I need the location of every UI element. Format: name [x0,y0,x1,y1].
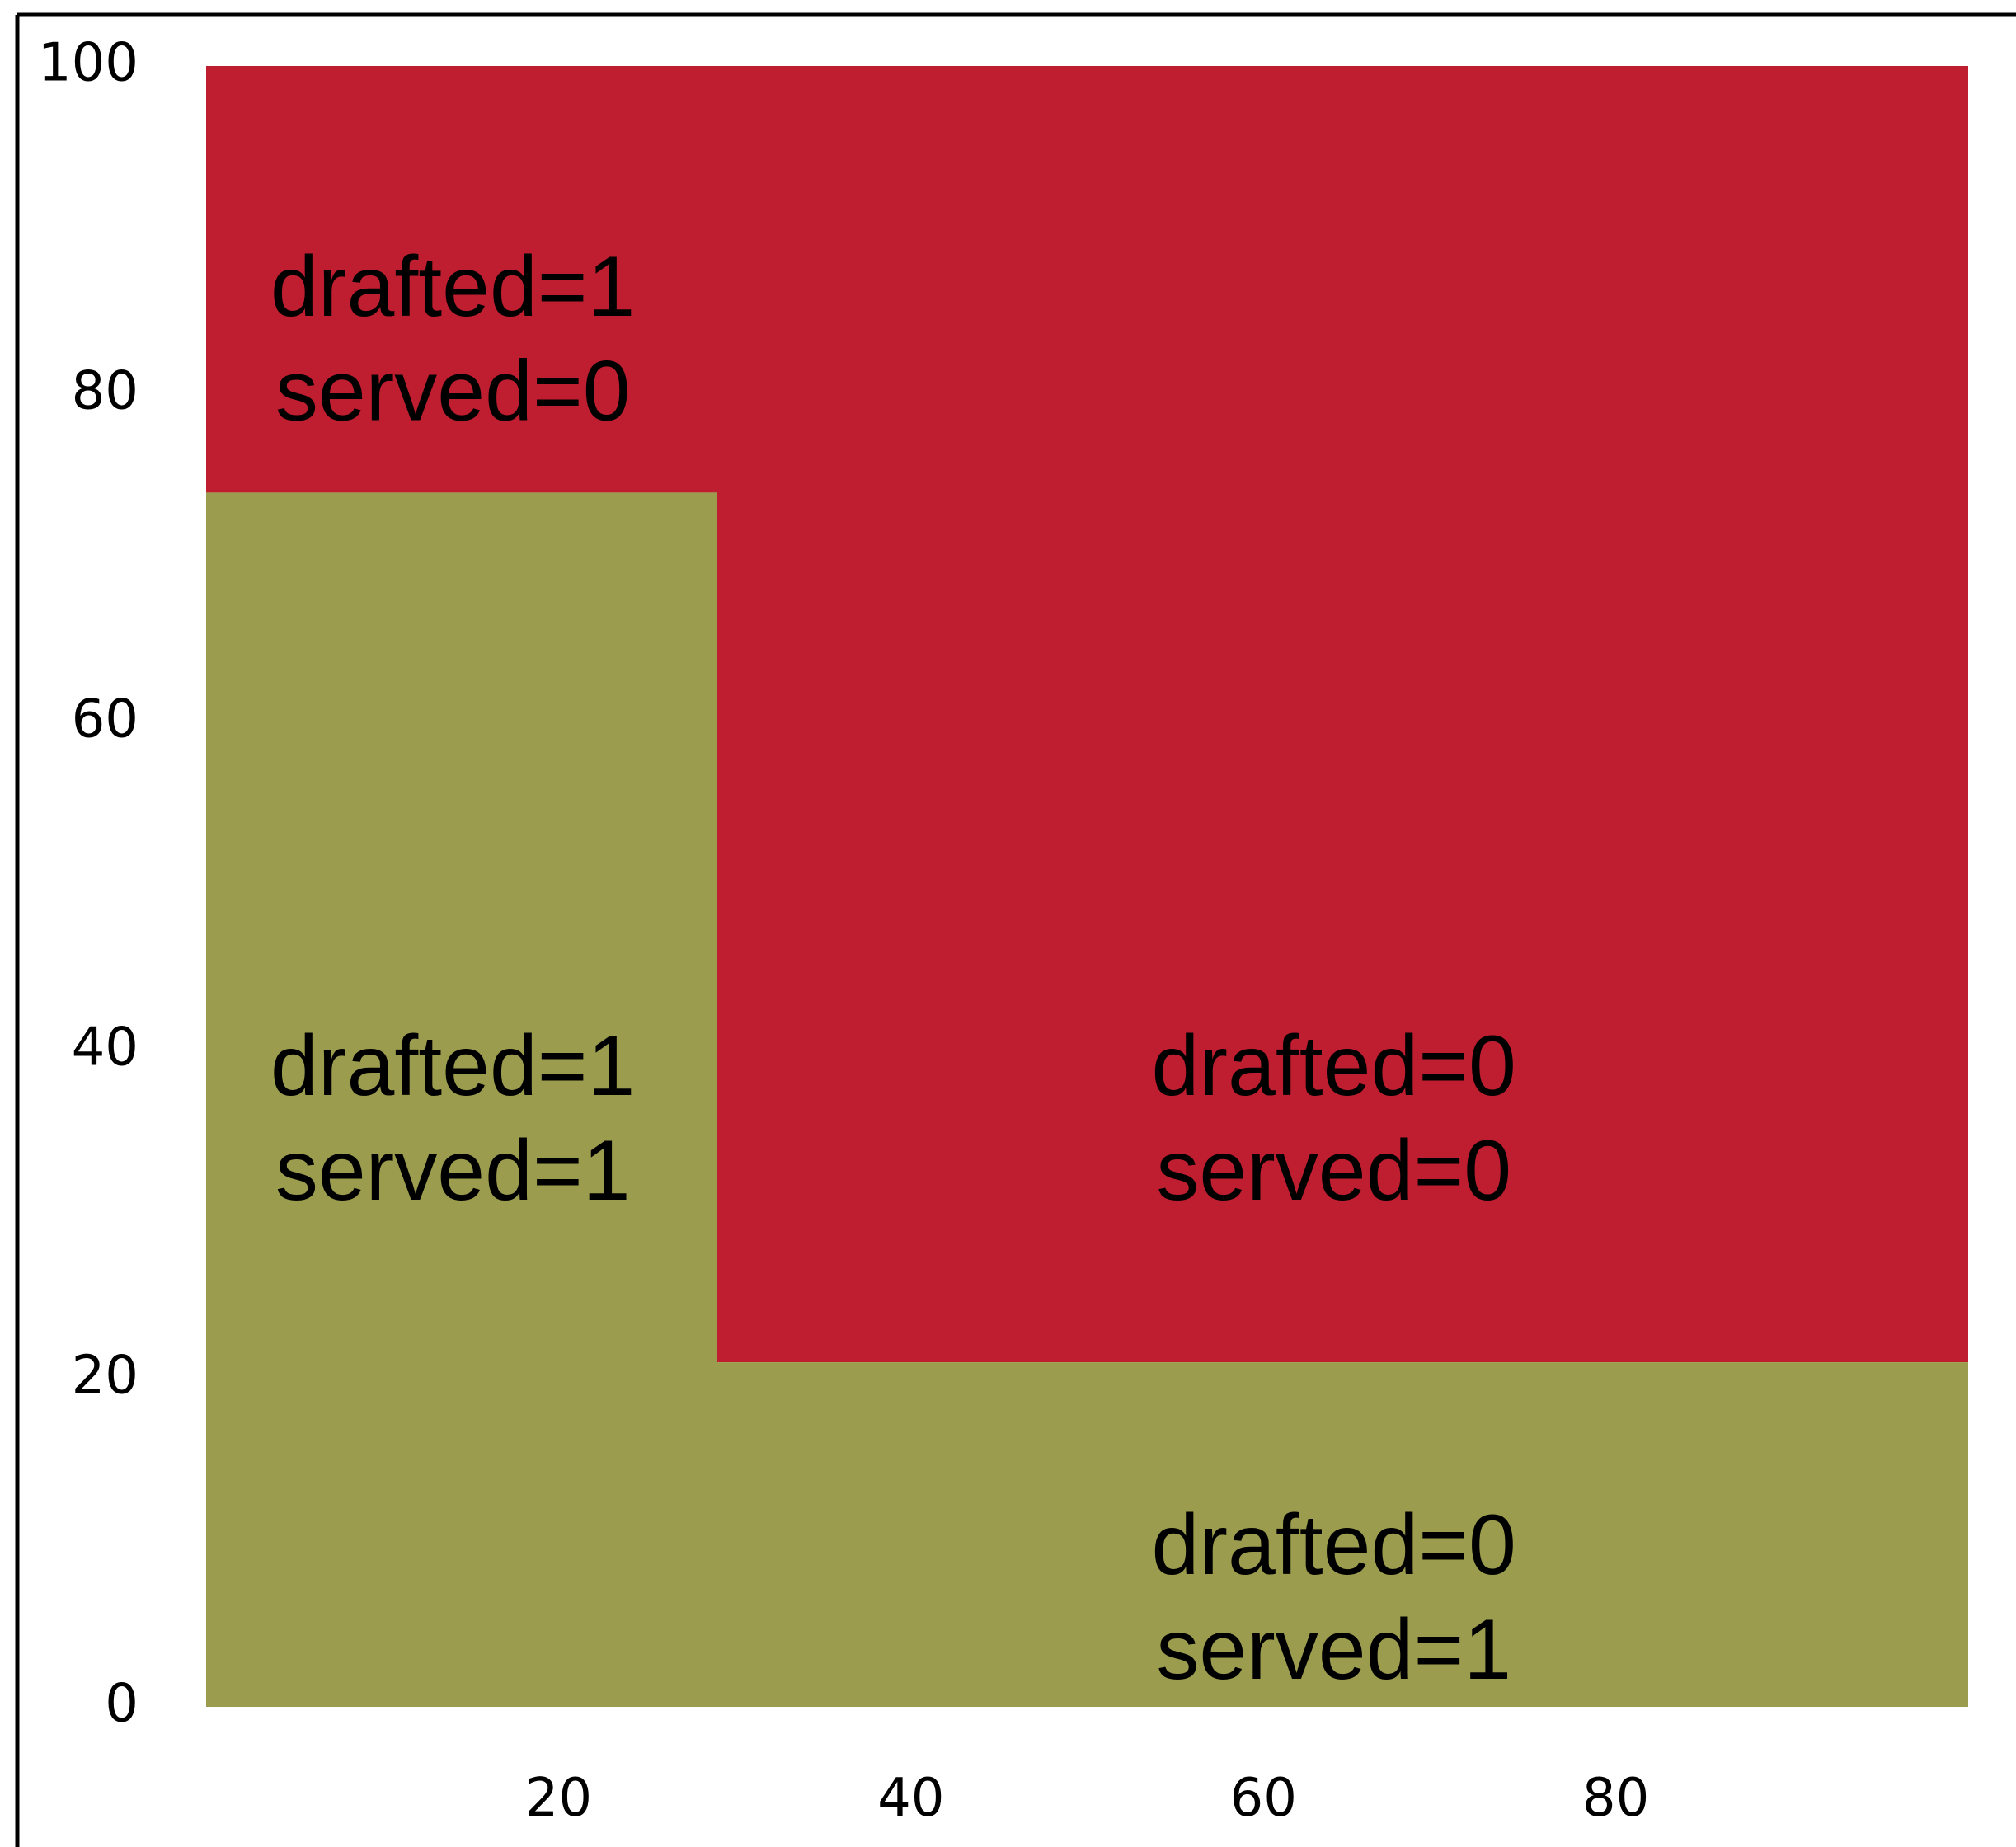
region-label-drafted-1-served-0: drafted=1 served=0 [270,239,635,439]
region-label-drafted-0-served-0: drafted=0 served=0 [1152,1018,1516,1219]
region-label-line1: drafted=1 [270,239,635,335]
region-label-line2: served=1 [1156,1602,1511,1698]
y-tick-label: 60 [72,689,139,750]
region-label-line1: drafted=1 [270,1018,635,1114]
region-drafted-1-served-1 [206,492,717,1707]
region-label-line1: drafted=0 [1152,1497,1516,1593]
region-label-line2: served=0 [1156,1123,1511,1219]
region-label-line2: served=0 [275,344,631,439]
y-tick-label: 80 [72,361,139,422]
y-tick-label: 40 [72,1017,139,1079]
region-drafted-0-served-1 [717,1362,1968,1707]
x-tick-label: 80 [1582,1768,1649,1829]
x-tick-label: 60 [1229,1768,1296,1829]
y-tick-labels: 0 20 40 60 80 100 [38,33,139,1735]
x-tick-label: 20 [525,1768,592,1829]
region-label-drafted-0-served-1: drafted=0 served=1 [1152,1497,1516,1698]
region-drafted-1-served-0 [206,66,717,493]
x-tick-label: 40 [877,1768,944,1829]
region-drafted-0-served-0 [717,66,1968,1363]
region-label-drafted-1-served-1: drafted=1 served=1 [270,1018,635,1219]
regions-layer [206,66,1968,1707]
y-tick-label: 0 [105,1674,139,1735]
y-tick-label: 100 [38,33,139,94]
x-tick-labels: 20 40 60 80 [525,1768,1650,1829]
region-label-line2: served=1 [275,1123,631,1219]
region-label-line1: drafted=0 [1152,1018,1516,1114]
y-tick-label: 20 [72,1346,139,1407]
